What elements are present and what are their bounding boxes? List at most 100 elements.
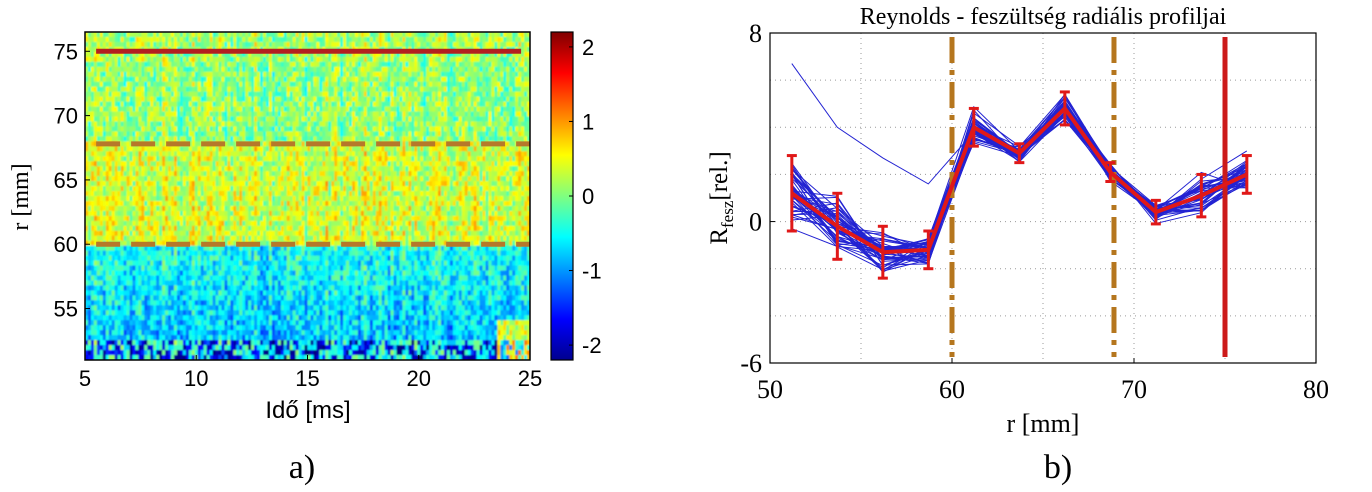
heatmap-cell [126,136,131,142]
heatmap-cell [265,156,270,162]
heatmap-cell [405,81,409,88]
heatmap-cell [132,56,137,63]
heatmap-cell [470,91,475,98]
heatmap-cell [96,146,101,152]
heatmap-cell [102,171,107,177]
heatmap-cell [405,71,409,78]
heatmap-cell [346,36,350,43]
heatmap-cell [87,126,92,132]
heatmap-cell [138,36,142,43]
heatmap-cell [426,101,430,108]
heatmap-cell [263,101,267,108]
heatmap-cell [337,126,341,132]
heatmap-cell [393,186,398,192]
heatmap-cell [147,41,151,48]
heatmap-cell [245,161,249,167]
heatmap-cell [99,91,104,98]
heatmap-cell [283,126,288,132]
heatmap-cell [176,101,181,108]
heatmap-cell [390,151,395,157]
heatmap-cell [260,91,264,98]
heatmap-cell [147,196,151,202]
heatmap-cell [310,171,315,177]
heatmap-cell [322,91,326,98]
heatmap-cell [218,136,223,142]
heatmap-cell [500,32,504,38]
heatmap-cell [200,131,205,137]
heatmap-cell [372,36,377,43]
heatmap-cell [191,71,196,78]
heatmap-cell [179,76,184,83]
heatmap-cell [476,36,481,43]
heatmap-cell [147,146,151,152]
heatmap-cell [268,176,273,182]
heatmap-cell [185,136,190,142]
heatmap-cell [509,41,513,48]
heatmap-cell [179,56,184,63]
heatmap-cell [174,66,178,73]
heatmap-cell [438,66,442,73]
heatmap-cell [144,56,148,63]
heatmap-cell [393,156,398,162]
heatmap-cell [271,151,276,157]
heatmap-cell [467,116,472,123]
heatmap-cell [156,101,160,108]
heatmap-cell [233,131,237,137]
heatmap-cell [301,186,306,192]
heatmap-cell [123,96,128,103]
heatmap-cell [218,66,223,73]
heatmap-cell [206,76,211,83]
heatmap-cell [500,51,504,58]
heatmap-cell [239,66,243,73]
heatmap-cell [337,176,341,182]
heatmap-cell [354,176,359,182]
heatmap-cell [168,146,172,152]
heatmap-cell [372,86,377,93]
heatmap-cell [432,71,436,78]
heatmap-cell [393,136,398,142]
heatmap-cell [239,146,243,152]
heatmap-cell [245,32,249,38]
heatmap-cell [99,126,104,132]
heatmap-cell [96,96,101,103]
heatmap-cell [162,156,166,162]
heatmap-cell [301,41,306,48]
heatmap-cell [171,151,175,157]
heatmap-cell [441,71,445,78]
heatmap-cell [494,126,498,132]
heatmap-cell [277,106,282,113]
heatmap-cell [203,166,208,172]
heatmap-cell [153,126,157,132]
heatmap-cell [467,121,472,128]
heatmap-cell [203,136,208,142]
heatmap-cell [441,51,445,58]
heatmap-cell [203,91,208,98]
heatmap-cell [509,166,513,172]
heatmap-cell [224,141,228,147]
heatmap-cell [120,161,125,167]
heatmap-cell [337,56,341,63]
heatmap-cell [438,146,442,152]
heatmap-cell [212,71,217,78]
heatmap-cell [248,186,252,192]
heatmap-cell [399,41,404,48]
heatmap-cell [402,126,406,132]
heatmap-cell [512,76,516,83]
heatmap-cell [467,91,472,98]
heatmap-cell [132,36,137,43]
heatmap-cell [274,66,279,73]
heatmap-cell [141,121,145,128]
heatmap-cell [120,121,125,128]
heatmap-cell [168,61,172,68]
heatmap-cell [286,166,291,172]
heatmap-cell [171,106,175,113]
heatmap-cell [346,171,350,177]
heatmap-cell [423,166,427,172]
heatmap-cell [334,141,338,147]
heatmap-cell [85,151,89,157]
heatmap-cell [375,86,380,93]
heatmap-cell [423,126,427,132]
heatmap-cell [257,101,261,108]
heatmap-cell [150,111,154,118]
heatmap-cell [384,96,389,103]
